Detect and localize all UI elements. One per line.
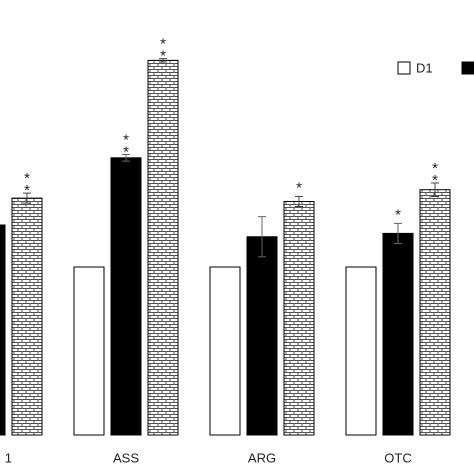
error-bar: [122, 153, 130, 162]
bar: [419, 189, 451, 436]
significance-mark: * *: [123, 131, 129, 160]
error-bar: [394, 222, 402, 244]
bar: [345, 266, 377, 436]
error-bar: [431, 182, 439, 197]
legend-swatch: [397, 61, 411, 75]
bar: [147, 59, 179, 436]
significance-mark: *: [395, 206, 401, 223]
legend-swatch: [461, 61, 474, 75]
x-tick-label: 1: [5, 450, 12, 465]
x-tick-label: OTC: [384, 450, 411, 465]
bar: [11, 197, 43, 436]
bar: [283, 200, 315, 436]
error-bar: [258, 216, 266, 258]
significance-mark: * *: [432, 160, 438, 189]
x-tick-label: ARG: [248, 450, 276, 465]
legend-label: D1: [416, 60, 433, 75]
significance-mark: * *: [24, 170, 30, 199]
bar: [73, 266, 105, 436]
bar: [246, 236, 278, 436]
significance-mark: *: [296, 179, 302, 196]
error-bar: [295, 195, 303, 208]
x-tick-label: ASS: [113, 450, 139, 465]
bar: [382, 232, 414, 436]
bar: [209, 266, 241, 436]
bar: [0, 224, 6, 436]
bar: [110, 157, 142, 436]
error-bar: [159, 58, 167, 63]
significance-mark: * *: [160, 36, 166, 65]
error-bar: [23, 192, 31, 204]
